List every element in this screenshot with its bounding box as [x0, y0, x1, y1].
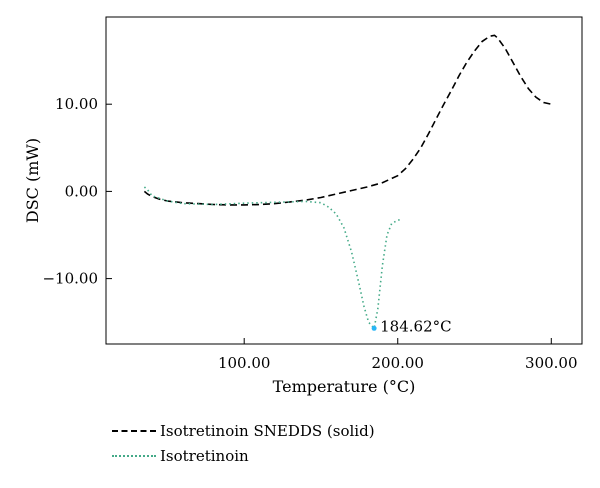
legend-label-isotretinoin: Isotretinoin	[160, 446, 249, 465]
y-axis-label: DSC (mW)	[23, 138, 42, 223]
series-line-snedds	[143, 34, 552, 206]
y-tick-label: 0.00	[65, 182, 98, 200]
legend-item-snedds: Isotretinoin SNEDDS (solid)	[112, 418, 375, 443]
x-tick-label: 200.00	[371, 354, 424, 372]
legend-label-snedds: Isotretinoin SNEDDS (solid)	[160, 421, 375, 440]
plot-area-frame	[105, 16, 583, 345]
series-line-isotretinoin	[143, 186, 403, 331]
legend-swatch-dashed	[112, 429, 156, 432]
y-tick-label: −10.00	[42, 270, 98, 288]
legend: Isotretinoin SNEDDS (solid) Isotretinoin	[112, 418, 375, 468]
axis-ticks: 100.00 200.00 300.00 10.00 0.00 −10.00	[42, 95, 577, 372]
y-tick-label: 10.00	[55, 95, 98, 113]
x-tick-label: 100.00	[218, 354, 271, 372]
x-tick-label: 300.00	[525, 354, 578, 372]
dsc-chart: 100.00 200.00 300.00 10.00 0.00 −10.00 184.62…	[23, 16, 583, 396]
x-axis-label: Temperature (°C)	[273, 377, 416, 396]
series-lines	[143, 34, 552, 331]
legend-item-isotretinoin: Isotretinoin	[112, 443, 375, 468]
legend-swatch-dotted	[112, 454, 156, 457]
peak-annotation: 184.62°C	[380, 317, 451, 335]
annotations: 184.62°C	[371, 317, 452, 335]
peak-marker	[371, 325, 377, 331]
